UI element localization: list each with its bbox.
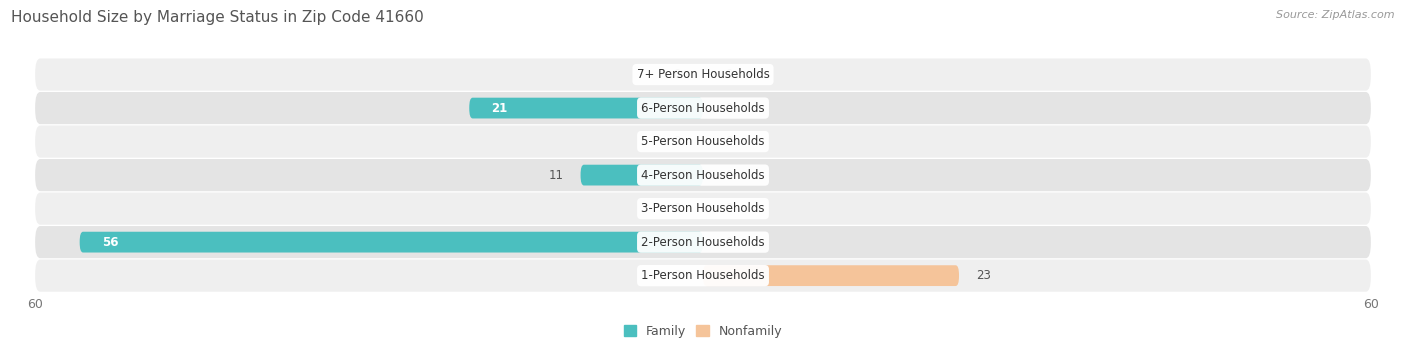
Text: 0: 0 <box>725 68 733 81</box>
FancyBboxPatch shape <box>35 226 1371 258</box>
Text: 11: 11 <box>548 169 564 182</box>
Text: 0: 0 <box>673 68 681 81</box>
Text: 21: 21 <box>492 102 508 115</box>
FancyBboxPatch shape <box>35 259 1371 292</box>
Text: Household Size by Marriage Status in Zip Code 41660: Household Size by Marriage Status in Zip… <box>11 10 425 25</box>
Text: 23: 23 <box>976 269 991 282</box>
FancyBboxPatch shape <box>35 58 1371 91</box>
Text: 7+ Person Households: 7+ Person Households <box>637 68 769 81</box>
Text: 2-Person Households: 2-Person Households <box>641 236 765 249</box>
Text: 5-Person Households: 5-Person Households <box>641 135 765 148</box>
FancyBboxPatch shape <box>703 265 959 286</box>
Text: 0: 0 <box>725 102 733 115</box>
Legend: Family, Nonfamily: Family, Nonfamily <box>624 325 782 338</box>
Text: 0: 0 <box>725 202 733 215</box>
FancyBboxPatch shape <box>35 125 1371 158</box>
FancyBboxPatch shape <box>581 165 703 186</box>
Text: 0: 0 <box>673 269 681 282</box>
Text: 0: 0 <box>725 135 733 148</box>
Text: 3-Person Households: 3-Person Households <box>641 202 765 215</box>
FancyBboxPatch shape <box>35 159 1371 191</box>
FancyBboxPatch shape <box>470 98 703 118</box>
FancyBboxPatch shape <box>35 192 1371 225</box>
Text: 56: 56 <box>101 236 118 249</box>
FancyBboxPatch shape <box>80 232 703 253</box>
Text: 0: 0 <box>673 135 681 148</box>
Text: 6-Person Households: 6-Person Households <box>641 102 765 115</box>
Text: 0: 0 <box>725 236 733 249</box>
Text: 4-Person Households: 4-Person Households <box>641 169 765 182</box>
Text: 1-Person Households: 1-Person Households <box>641 269 765 282</box>
FancyBboxPatch shape <box>35 92 1371 124</box>
Text: 0: 0 <box>673 202 681 215</box>
Text: 0: 0 <box>725 169 733 182</box>
Text: Source: ZipAtlas.com: Source: ZipAtlas.com <box>1277 10 1395 20</box>
